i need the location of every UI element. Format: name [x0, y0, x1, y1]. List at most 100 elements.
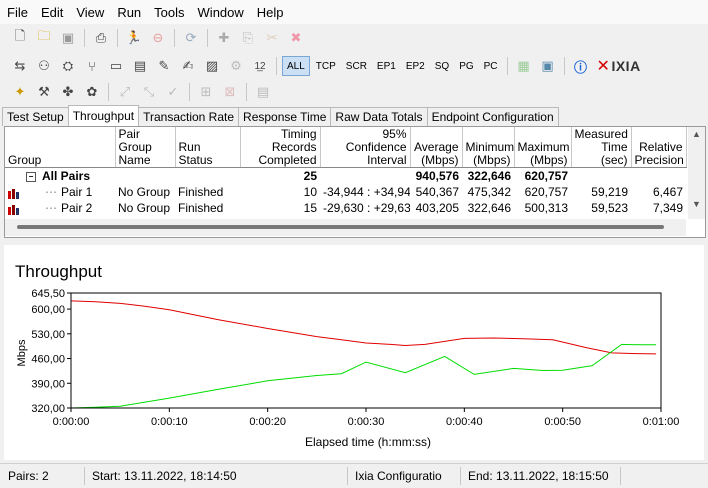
results-table: Group Pair Group Name Run Status Timing …: [5, 127, 687, 216]
settings-icon[interactable]: ⚙: [230, 58, 242, 73]
add-pair-icon[interactable]: ✚: [218, 30, 230, 45]
menu-view[interactable]: View: [76, 4, 105, 20]
tab-raw-data-totals[interactable]: Raw Data Totals: [330, 107, 428, 126]
col-header-run-status[interactable]: Run Status: [175, 127, 241, 168]
pair-group: No Group: [118, 185, 171, 199]
refresh-icon[interactable]: ⟳: [185, 30, 197, 45]
window-icon[interactable]: ▣: [541, 58, 554, 73]
col-header-measured-time[interactable]: Measured Time (sec): [571, 127, 632, 168]
protocol-tab-all[interactable]: ALL: [282, 56, 310, 76]
tab-transaction-rate[interactable]: Transaction Rate: [138, 107, 240, 126]
paint-icon[interactable]: ✿: [86, 84, 98, 99]
endpoint-icon[interactable]: ⛭: [62, 58, 74, 73]
x-tick-label: 0:00:00: [53, 416, 90, 428]
chart-edit-icon[interactable]: ✍: [182, 58, 194, 73]
puzzle-icon[interactable]: ✤: [62, 84, 74, 99]
col-header-group[interactable]: Group: [5, 127, 116, 168]
results-grid-panel: Group Pair Group Name Run Status Timing …: [4, 126, 706, 238]
menu-help[interactable]: Help: [256, 4, 284, 20]
menu-run[interactable]: Run: [117, 4, 142, 20]
pair-link-icon[interactable]: ⇆: [14, 58, 26, 73]
run-icon[interactable]: 🏃: [125, 30, 143, 45]
protocol-tab-pg[interactable]: PG: [459, 60, 474, 72]
cut-icon[interactable]: ✂: [266, 30, 278, 45]
tab-endpoint-configuration[interactable]: Endpoint Configuration: [426, 107, 559, 126]
monitor-icon[interactable]: ▭: [109, 58, 123, 73]
menu-tools[interactable]: Tools: [154, 4, 185, 20]
x-tick-label: 0:00:20: [249, 416, 286, 428]
open-folder-icon[interactable]: 🗀: [37, 28, 51, 43]
group-icon[interactable]: ⚇: [38, 58, 50, 73]
split-icon[interactable]: ⊞: [200, 84, 212, 99]
network-icon[interactable]: ⑂: [88, 58, 96, 74]
new-file-icon[interactable]: 🗋: [14, 28, 26, 43]
menu-bar: File Edit View Run Tools Window Help: [0, 0, 708, 24]
scroll-thumb[interactable]: [17, 225, 664, 229]
script-icon[interactable]: ▤: [133, 58, 147, 73]
all-pairs-records: 25: [303, 169, 317, 183]
protocol-tab-ep2[interactable]: EP2: [405, 60, 425, 72]
menu-window[interactable]: Window: [197, 4, 244, 20]
col-header-minimum[interactable]: Minimum (Mbps): [462, 127, 515, 168]
info-icon[interactable]: ⓘ: [574, 59, 588, 75]
scroll-down-icon[interactable]: ▼: [692, 199, 701, 209]
copy-icon[interactable]: ⎘: [242, 30, 254, 45]
report-icon[interactable]: ▤: [256, 84, 270, 99]
tab-throughput[interactable]: Throughput: [67, 105, 140, 126]
merge-icon[interactable]: ⊠: [224, 84, 236, 99]
protocol-tab-scr[interactable]: SCR: [345, 60, 367, 72]
tab-response-time[interactable]: Response Time: [238, 107, 332, 126]
protocol-tab-sq[interactable]: SQ: [434, 60, 450, 72]
protocol-tab-pc[interactable]: PC: [483, 60, 498, 72]
y-tick-label: 600,00: [31, 304, 65, 316]
y-tick-label: 530,00: [31, 329, 65, 341]
collapse-icon[interactable]: ⤡: [143, 84, 155, 99]
check-icon[interactable]: ✓: [167, 84, 179, 99]
tab-test-setup[interactable]: Test Setup: [2, 107, 69, 126]
save-icon[interactable]: ▣: [61, 30, 75, 45]
table-row[interactable]: ⋯ Pair 2 No Group Finished 15 -29,630 : +…: [5, 200, 686, 216]
table-row-all-pairs[interactable]: − All Pairs 25 940,576 322,646 620,757: [5, 168, 686, 185]
menu-edit[interactable]: Edit: [40, 4, 64, 20]
results-tabs: Test Setup Throughput Transaction Rate R…: [2, 105, 559, 126]
col-header-relative-precision[interactable]: Relative Precision: [631, 127, 687, 168]
grid-vertical-scrollbar[interactable]: ▲ ▼: [688, 127, 705, 219]
throughput-chart: Throughput Mbps Elapsed time (h:mm:ss) 6…: [15, 262, 679, 449]
menu-file[interactable]: File: [7, 4, 28, 20]
tools-icon[interactable]: ⚒: [38, 84, 50, 99]
pair-name: Pair 1: [61, 185, 93, 199]
collapse-toggle-icon[interactable]: −: [26, 171, 36, 182]
wizard-icon[interactable]: ✦: [14, 84, 26, 99]
edit-icon[interactable]: ✎: [158, 58, 170, 73]
main-toolbar: 🗋 🗀 ▣ ⎙ 🏃 ⊖ ⟳ ✚ ⎘ ✂ ✖: [0, 24, 708, 52]
expand-icon[interactable]: ⤢: [119, 84, 131, 99]
col-header-maximum[interactable]: Maximum (Mbps): [514, 127, 572, 168]
table-row[interactable]: ⋯ Pair 1 No Group Finished 10 -34,944 : +…: [5, 184, 686, 200]
pair-time: 59,219: [591, 185, 628, 199]
number-icon[interactable]: 1̲2: [254, 60, 266, 72]
pair-average: 540,367: [415, 185, 459, 199]
pair-status: Finished: [178, 201, 224, 215]
protocol-tab-tcp[interactable]: TCP: [315, 60, 336, 72]
pair-name: Pair 2: [61, 201, 93, 215]
protocol-tab-ep1[interactable]: EP1: [376, 60, 396, 72]
y-tick-label: 460,00: [31, 354, 65, 366]
status-start: Start: 13.11.2022, 18:14:50: [92, 469, 237, 483]
grid-horizontal-scrollbar[interactable]: [5, 219, 686, 236]
y-tick-label: 645,50: [31, 288, 65, 300]
col-header-timing-records[interactable]: Timing Records Completed: [240, 127, 321, 168]
stop-icon[interactable]: ⊖: [152, 30, 164, 45]
throughput-chart-panel: Throughput Mbps Elapsed time (h:mm:ss) 6…: [4, 245, 704, 460]
export-icon[interactable]: ▦: [517, 58, 530, 73]
pair-average: 403,205: [415, 201, 459, 215]
pair-maximum: 620,757: [524, 185, 568, 199]
scroll-up-icon[interactable]: ▲: [692, 129, 701, 139]
col-header-confidence-interval[interactable]: 95% Confidence Interval: [320, 127, 411, 168]
col-header-pair-group-name[interactable]: Pair Group Name: [115, 127, 176, 168]
pair-ci: -34,944 : +34,944: [323, 185, 410, 199]
image-icon[interactable]: ▨: [205, 58, 219, 73]
delete-icon[interactable]: ✖: [290, 30, 302, 45]
print-icon[interactable]: ⎙: [95, 30, 107, 45]
col-header-average[interactable]: Average (Mbps): [410, 127, 463, 168]
ixia-logo-text: IXIA: [611, 58, 641, 74]
